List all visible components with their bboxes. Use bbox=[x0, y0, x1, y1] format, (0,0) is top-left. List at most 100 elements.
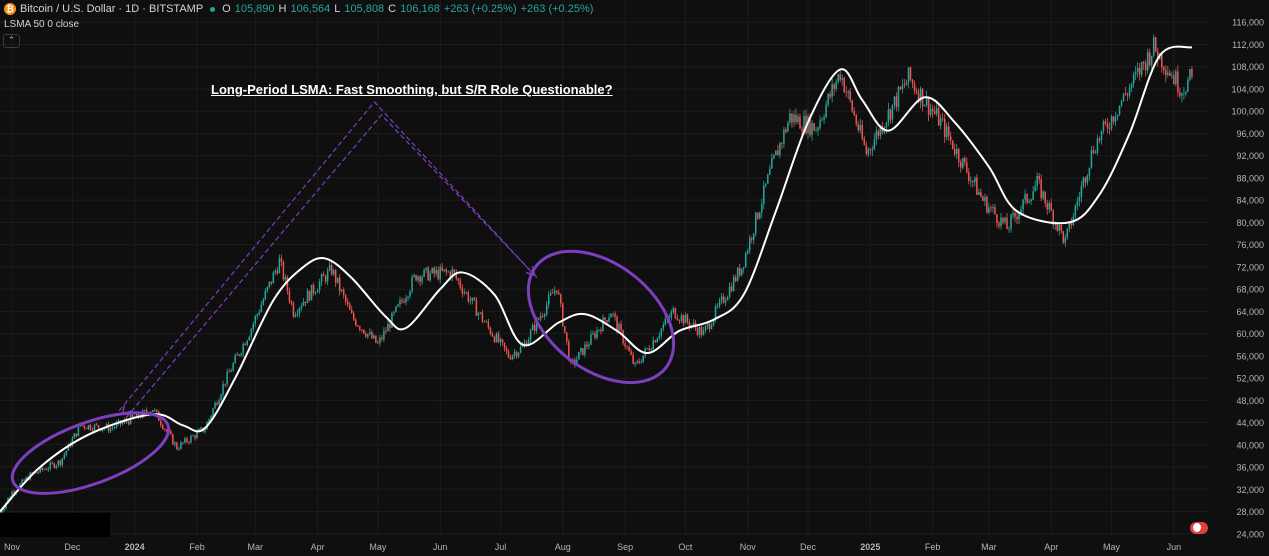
candle-body bbox=[847, 91, 849, 93]
candle-body bbox=[357, 325, 359, 327]
candle-body bbox=[393, 311, 395, 314]
candle-body bbox=[318, 281, 321, 291]
candle-body bbox=[939, 118, 942, 126]
candle-body bbox=[240, 353, 242, 356]
candle-body bbox=[674, 307, 677, 319]
candle-body bbox=[1124, 93, 1127, 95]
candle-body bbox=[712, 319, 715, 326]
candle-body bbox=[162, 424, 164, 429]
candle-body bbox=[170, 431, 172, 435]
candle-body bbox=[286, 277, 289, 292]
candle-body bbox=[419, 276, 421, 282]
candle-body bbox=[238, 354, 240, 356]
candle-body bbox=[982, 196, 984, 201]
candle-body bbox=[154, 409, 156, 411]
chevron-up-icon[interactable]: ⌃ bbox=[3, 34, 20, 48]
candle-body bbox=[925, 97, 928, 106]
ohlc-high-key: H bbox=[278, 3, 287, 15]
candle-body bbox=[1, 510, 3, 513]
candle-body bbox=[1076, 201, 1079, 206]
candle-body bbox=[361, 329, 363, 331]
candle-body bbox=[996, 214, 998, 224]
candle-body bbox=[89, 425, 92, 430]
candle-body bbox=[1156, 51, 1159, 60]
x-tick-label: Dec bbox=[800, 542, 817, 552]
candle-body bbox=[232, 363, 234, 371]
candle-body bbox=[769, 168, 771, 175]
candle-body bbox=[1022, 199, 1024, 210]
candle-body bbox=[708, 323, 711, 330]
x-tick-label: Oct bbox=[678, 542, 693, 552]
candle-body bbox=[553, 290, 556, 294]
grid bbox=[0, 0, 1208, 535]
candle-body bbox=[208, 419, 210, 423]
candle-body bbox=[166, 429, 168, 432]
candle-body bbox=[204, 429, 206, 432]
candle-body bbox=[779, 143, 781, 156]
candle-body bbox=[1106, 123, 1109, 129]
candle-body bbox=[365, 333, 367, 337]
candle-body bbox=[387, 323, 389, 332]
candle-body bbox=[756, 212, 759, 219]
candle-body bbox=[131, 415, 134, 417]
candle-body bbox=[849, 91, 851, 101]
candle-body bbox=[1165, 70, 1167, 76]
candle-body bbox=[9, 497, 11, 498]
candle-body bbox=[1104, 121, 1107, 124]
lsma-line bbox=[0, 45, 1193, 513]
candle-body bbox=[1006, 217, 1008, 230]
price-change-2: +263 (+0.25%) bbox=[520, 3, 594, 15]
candle-body bbox=[1116, 114, 1119, 118]
y-tick-label: 36,000 bbox=[1236, 463, 1264, 473]
x-tick-label: 2025 bbox=[860, 542, 880, 552]
candle-body bbox=[1082, 177, 1085, 186]
candle-body bbox=[1074, 205, 1077, 217]
candle-body bbox=[248, 336, 251, 341]
candle-body bbox=[787, 122, 789, 132]
candle-body bbox=[252, 323, 255, 330]
candle-body bbox=[951, 140, 954, 149]
candle-body bbox=[783, 129, 785, 144]
candle-body bbox=[929, 108, 932, 115]
candle-body bbox=[980, 192, 982, 197]
candle-body bbox=[280, 258, 283, 262]
candle-body bbox=[214, 402, 216, 409]
candle-body bbox=[845, 92, 847, 94]
candle-body bbox=[865, 144, 868, 155]
candle-body bbox=[1140, 61, 1143, 75]
symbol-legend[interactable]: ₿ Bitcoin / U.S. Dollar · 1D · BITSTAMP … bbox=[4, 3, 593, 15]
candle-body bbox=[1150, 55, 1153, 65]
candle-body bbox=[355, 319, 357, 326]
candle-body bbox=[445, 269, 447, 272]
candle-body bbox=[636, 361, 638, 363]
candle-body bbox=[976, 177, 978, 195]
candle-body bbox=[308, 291, 311, 301]
candle-body bbox=[724, 300, 727, 303]
candle-body bbox=[298, 308, 301, 314]
indicator-legend[interactable]: LSMA 50 0 close bbox=[4, 19, 80, 30]
candle-body bbox=[1014, 213, 1016, 217]
candle-body bbox=[568, 341, 570, 361]
candle-body bbox=[397, 304, 399, 307]
candle-body bbox=[11, 491, 13, 498]
candle-body bbox=[57, 460, 60, 466]
candle-body bbox=[670, 311, 673, 318]
candle-body bbox=[1044, 191, 1046, 204]
candle-body bbox=[75, 433, 78, 437]
candle-body bbox=[328, 265, 331, 271]
candle-body bbox=[1171, 75, 1173, 77]
candle-body bbox=[180, 442, 182, 449]
x-tick-label: Feb bbox=[189, 542, 205, 552]
candle-body bbox=[1088, 167, 1091, 176]
candle-body bbox=[738, 268, 741, 276]
candle-body bbox=[389, 323, 391, 328]
candle-body bbox=[566, 332, 568, 342]
x-tick-label: Jul bbox=[495, 542, 507, 552]
candle-body bbox=[835, 81, 837, 90]
candle-body bbox=[194, 435, 196, 439]
flag-icon[interactable] bbox=[1190, 522, 1208, 534]
candle-body bbox=[837, 74, 839, 82]
candle-body bbox=[895, 96, 898, 108]
candle-body bbox=[284, 277, 287, 280]
